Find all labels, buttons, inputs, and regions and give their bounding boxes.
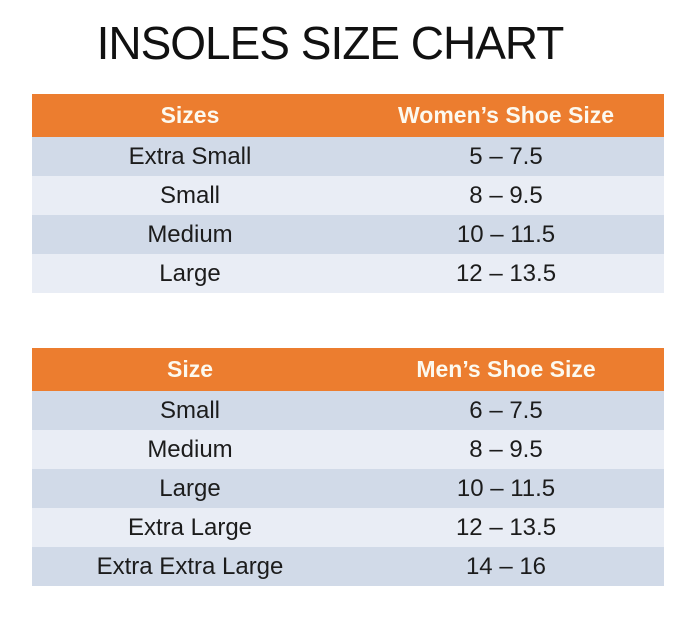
womens-header-shoe-size: Women’s Shoe Size xyxy=(348,94,664,137)
mens-table-header-row: Size Men’s Shoe Size xyxy=(32,348,664,391)
table-row: Medium 8 – 9.5 xyxy=(32,430,664,469)
mens-size-table: Size Men’s Shoe Size Small 6 – 7.5 Mediu… xyxy=(32,348,664,586)
value-cell: 8 – 9.5 xyxy=(348,430,664,469)
table-row: Large 12 – 13.5 xyxy=(32,254,664,293)
size-cell: Medium xyxy=(32,430,348,469)
value-cell: 10 – 11.5 xyxy=(348,469,664,508)
size-cell: Large xyxy=(32,469,348,508)
value-cell: 14 – 16 xyxy=(348,547,664,586)
size-cell: Extra Large xyxy=(32,508,348,547)
womens-header-sizes: Sizes xyxy=(32,94,348,137)
table-row: Medium 10 – 11.5 xyxy=(32,215,664,254)
value-cell: 6 – 7.5 xyxy=(348,391,664,430)
value-cell: 5 – 7.5 xyxy=(348,137,664,176)
table-row: Small 8 – 9.5 xyxy=(32,176,664,215)
size-cell: Extra Extra Large xyxy=(32,547,348,586)
value-cell: 12 – 13.5 xyxy=(348,508,664,547)
table-row: Large 10 – 11.5 xyxy=(32,469,664,508)
size-cell: Medium xyxy=(32,215,348,254)
size-cell: Large xyxy=(32,254,348,293)
table-row: Extra Small 5 – 7.5 xyxy=(32,137,664,176)
table-row: Extra Extra Large 14 – 16 xyxy=(32,547,664,586)
size-cell: Small xyxy=(32,176,348,215)
size-cell: Extra Small xyxy=(32,137,348,176)
womens-table-header-row: Sizes Women’s Shoe Size xyxy=(32,94,664,137)
value-cell: 12 – 13.5 xyxy=(348,254,664,293)
table-row: Extra Large 12 – 13.5 xyxy=(32,508,664,547)
page-title: INSOLES SIZE CHART xyxy=(96,17,565,69)
mens-header-size: Size xyxy=(32,348,348,391)
size-cell: Small xyxy=(32,391,348,430)
mens-header-shoe-size: Men’s Shoe Size xyxy=(348,348,664,391)
table-row: Small 6 – 7.5 xyxy=(32,391,664,430)
womens-size-table: Sizes Women’s Shoe Size Extra Small 5 – … xyxy=(32,94,664,293)
value-cell: 8 – 9.5 xyxy=(348,176,664,215)
value-cell: 10 – 11.5 xyxy=(348,215,664,254)
